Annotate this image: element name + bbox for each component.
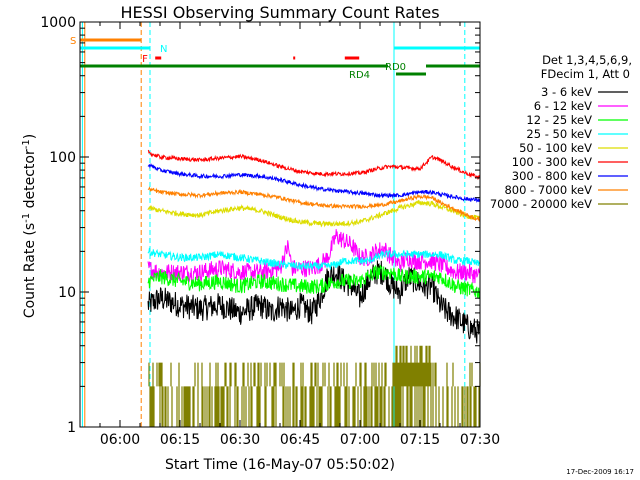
x-tick-label-3: 06:45 bbox=[280, 432, 320, 448]
legend-label-6: 300 - 800 keV bbox=[512, 169, 592, 183]
y-axis-label: Count Rate (s-1 detector-1) bbox=[21, 134, 39, 318]
legend-label-4: 50 - 100 keV bbox=[519, 141, 592, 155]
x-tick-label-2: 06:30 bbox=[220, 432, 260, 448]
legend-label-5: 100 - 300 keV bbox=[512, 155, 592, 169]
legend-label-1: 6 - 12 keV bbox=[534, 99, 592, 113]
x-tick-label-1: 06:15 bbox=[160, 432, 200, 448]
x-tick-label-6: 07:30 bbox=[460, 432, 500, 448]
legend-header-2: FDecim 1, Att 0 bbox=[541, 67, 630, 81]
status-label-rd4: RD4 bbox=[349, 70, 370, 81]
series-800-7000-kev bbox=[147, 186, 481, 222]
x-tick-label-5: 07:15 bbox=[400, 432, 440, 448]
y-tick-label-1: 10 bbox=[58, 285, 76, 301]
series-3-6-kev bbox=[147, 260, 481, 344]
legend-label-7: 800 - 7000 keV bbox=[504, 183, 592, 197]
series-100-300-kev bbox=[147, 149, 481, 181]
series-12-25-kev bbox=[147, 264, 481, 299]
legend-label-8: 7000 - 20000 keV bbox=[490, 197, 592, 211]
status-label-f: F bbox=[142, 54, 148, 65]
status-label-rd0: RD0 bbox=[385, 62, 406, 73]
y-axis-label-sup1: -1 bbox=[21, 213, 32, 223]
y-tick-label-3: 1000 bbox=[40, 15, 76, 31]
y-tick-label-0: 1 bbox=[67, 420, 76, 436]
axis-ticks: 06:00 06:15 06:30 06:45 07:00 07:15 07:30 1 10 10… bbox=[40, 15, 500, 448]
legend-label-3: 25 - 50 keV bbox=[526, 127, 592, 141]
status-label-s: S bbox=[70, 36, 76, 47]
y-axis-label-main: Count Rate (s bbox=[22, 223, 38, 318]
series-7000-20000-kev bbox=[148, 345, 481, 427]
series-300-800-kev bbox=[147, 162, 481, 203]
x-tick-label-4: 07:00 bbox=[340, 432, 380, 448]
legend-label-2: 12 - 25 keV bbox=[526, 113, 592, 127]
y-tick-label-2: 100 bbox=[49, 150, 76, 166]
legend-header-1: Det 1,3,4,5,6,9, bbox=[542, 53, 632, 67]
footer-date: 17-Dec-2009 16:17 bbox=[566, 468, 634, 476]
x-axis-label: Start Time (16-May-07 05:50:02) bbox=[165, 457, 395, 473]
plot-area: S N F RD0 RD4 bbox=[70, 22, 481, 427]
series-50-100-kev bbox=[147, 199, 481, 228]
x-tick-label-0: 06:00 bbox=[100, 432, 140, 448]
chart-title: HESSI Observing Summary Count Rates bbox=[120, 3, 439, 22]
legend: Det 1,3,4,5,6,9, FDecim 1, Att 0 3 - 6 k… bbox=[490, 53, 632, 211]
y-axis-label-sup2: -1 bbox=[21, 139, 32, 149]
legend-label-0: 3 - 6 keV bbox=[541, 85, 592, 99]
status-label-n: N bbox=[160, 44, 167, 55]
series-25-50-kev bbox=[147, 247, 481, 271]
y-axis-label-mid: detector bbox=[22, 149, 38, 213]
y-axis-label-end: ) bbox=[22, 134, 38, 139]
